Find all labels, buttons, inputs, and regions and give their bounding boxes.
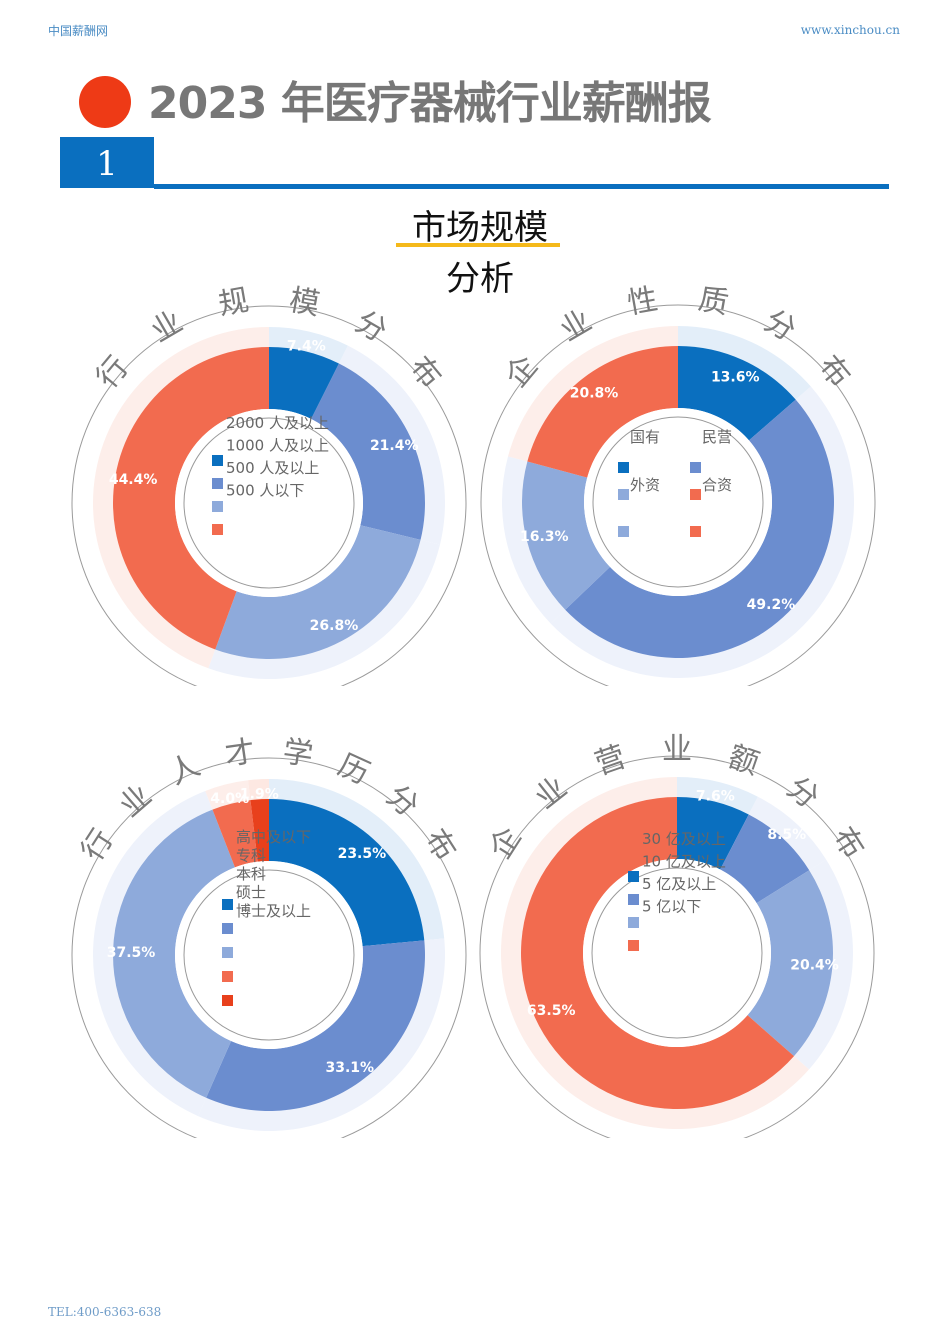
data-label: 37.5%: [107, 945, 156, 961]
title-dot-icon: [79, 76, 131, 128]
donut-segment: [520, 797, 795, 1109]
chart-title-char: 历: [333, 748, 375, 792]
donut-chart-2: 13.6% 49.2% 16.3% 20.8%: [480, 304, 876, 686]
data-label: 44.4%: [109, 472, 158, 488]
chart-title-char: 分: [349, 304, 393, 349]
chart-title-char: 行: [75, 823, 121, 867]
data-label: 4.0%: [210, 791, 249, 807]
svg-text:5 亿及以上: 5 亿及以上: [642, 875, 716, 893]
data-label: 23.5%: [338, 846, 387, 862]
donut-segment: [212, 800, 258, 868]
site-name: 中国薪酬网: [48, 24, 109, 38]
section-title-underline: [396, 243, 560, 247]
donut-segment: [250, 799, 269, 862]
chart-legend: 2000 人及以上 1000 人及以上 500 人及以上 500 人以下: [212, 414, 329, 535]
donut-segment: [720, 814, 810, 904]
donut-segment: [112, 347, 269, 650]
svg-text:30 亿及以上: 30 亿及以上: [642, 830, 726, 848]
donut-segment: [311, 363, 426, 540]
svg-text:5 亿以下: 5 亿以下: [642, 898, 701, 916]
chart-legend: 30 亿及以上 10 亿及以上 5 亿及以上 5 亿以下: [628, 830, 726, 951]
donut-segment: [565, 399, 834, 658]
chart-title-char: 企: [483, 821, 529, 865]
data-label: 49.2%: [747, 597, 796, 613]
chart-title-char: 分: [780, 770, 825, 816]
data-label: 7.6%: [696, 789, 735, 805]
data-label: 16.3%: [520, 529, 569, 545]
chart-title-char: 学: [281, 734, 316, 773]
donut-chart-4: 7.6% 8.5% 20.4% 63.5%: [479, 755, 875, 1138]
chart-title-char: 规: [216, 283, 252, 323]
chart-title-char: 质: [696, 282, 732, 322]
chart-title-char: 布: [811, 349, 857, 394]
section-title-line2: 分析: [446, 259, 514, 299]
svg-text:合资: 合资: [702, 476, 732, 494]
donut-segment: [269, 799, 425, 947]
svg-text:民营: 民营: [702, 428, 732, 446]
donut-segment: [677, 796, 749, 870]
footer-tel: TEL:400-6363-638: [48, 1305, 162, 1319]
svg-text:500 人以下: 500 人以下: [226, 482, 304, 500]
chart-title-char: 行: [90, 350, 136, 395]
svg-text:本科: 本科: [236, 865, 266, 883]
svg-text:国有: 国有: [630, 428, 660, 446]
donut-chart-1: 7.4% 21.4% 26.8% 44.4%: [71, 305, 467, 686]
donut-segment: [113, 809, 235, 1098]
chart-title-char: 布: [402, 350, 448, 395]
chart-title-char: 模: [287, 283, 323, 323]
chart-title-char: 业: [113, 778, 159, 824]
donut-segment: [206, 940, 426, 1111]
svg-text:10 亿及以上: 10 亿及以上: [642, 853, 726, 871]
chart-title-char: 额: [724, 739, 764, 782]
donut-segment: [269, 347, 339, 419]
svg-text:专科: 专科: [236, 847, 266, 865]
svg-text:高中及以下: 高中及以下: [236, 828, 311, 846]
chart-title-char: 业: [529, 770, 574, 816]
donut-segment: [527, 346, 678, 478]
svg-text:外资: 外资: [630, 476, 660, 494]
svg-text:硕士: 硕士: [236, 884, 266, 902]
svg-text:博士及以上: 博士及以上: [236, 902, 311, 920]
donut-segment: [678, 346, 796, 441]
donut-segment: [522, 461, 611, 610]
chart-title-char: 才: [223, 734, 258, 773]
data-label: 8.5%: [767, 827, 806, 843]
svg-text:1000 人及以上: 1000 人及以上: [226, 437, 329, 455]
chart-title-char: 布: [825, 821, 871, 865]
section-number: 1: [60, 137, 154, 188]
donut-segment: [747, 870, 833, 1057]
chart-title-char: 布: [417, 823, 463, 867]
page-title: 2023 年医疗器械行业薪酬报: [148, 78, 712, 129]
chart-title-char: 企: [499, 349, 545, 394]
data-label: 33.1%: [325, 1060, 374, 1076]
site-url[interactable]: www.xinchou.cn: [800, 23, 900, 37]
chart-title-char: 业: [662, 732, 692, 767]
data-label: 1.9%: [240, 786, 279, 802]
data-label: 63.5%: [527, 1003, 576, 1019]
section-divider: [154, 184, 889, 189]
donut-chart-3: 23.5% 33.1% 37.5% 4.0%1.9%: [71, 757, 467, 1138]
data-label: 7.4%: [287, 338, 326, 354]
svg-text:2000 人及以上: 2000 人及以上: [226, 414, 329, 432]
chart-title-char: 业: [554, 303, 598, 348]
chart-title-char: 人: [164, 748, 206, 792]
chart-title-char: 分: [758, 303, 802, 348]
data-label: 20.8%: [570, 385, 619, 401]
data-label: 26.8%: [310, 618, 359, 634]
chart-title-char: 营: [591, 739, 631, 782]
section-title: 市场规模: [412, 208, 548, 248]
data-label: 13.6%: [711, 369, 760, 385]
svg-text:500 人及以上: 500 人及以上: [226, 459, 319, 477]
data-label: 21.4%: [370, 438, 419, 454]
chart-title-char: 性: [625, 282, 661, 322]
data-label: 20.4%: [790, 957, 839, 973]
chart-title-char: 业: [145, 304, 189, 349]
donut-segment: [215, 525, 421, 660]
chart-title-char: 分: [380, 778, 426, 824]
